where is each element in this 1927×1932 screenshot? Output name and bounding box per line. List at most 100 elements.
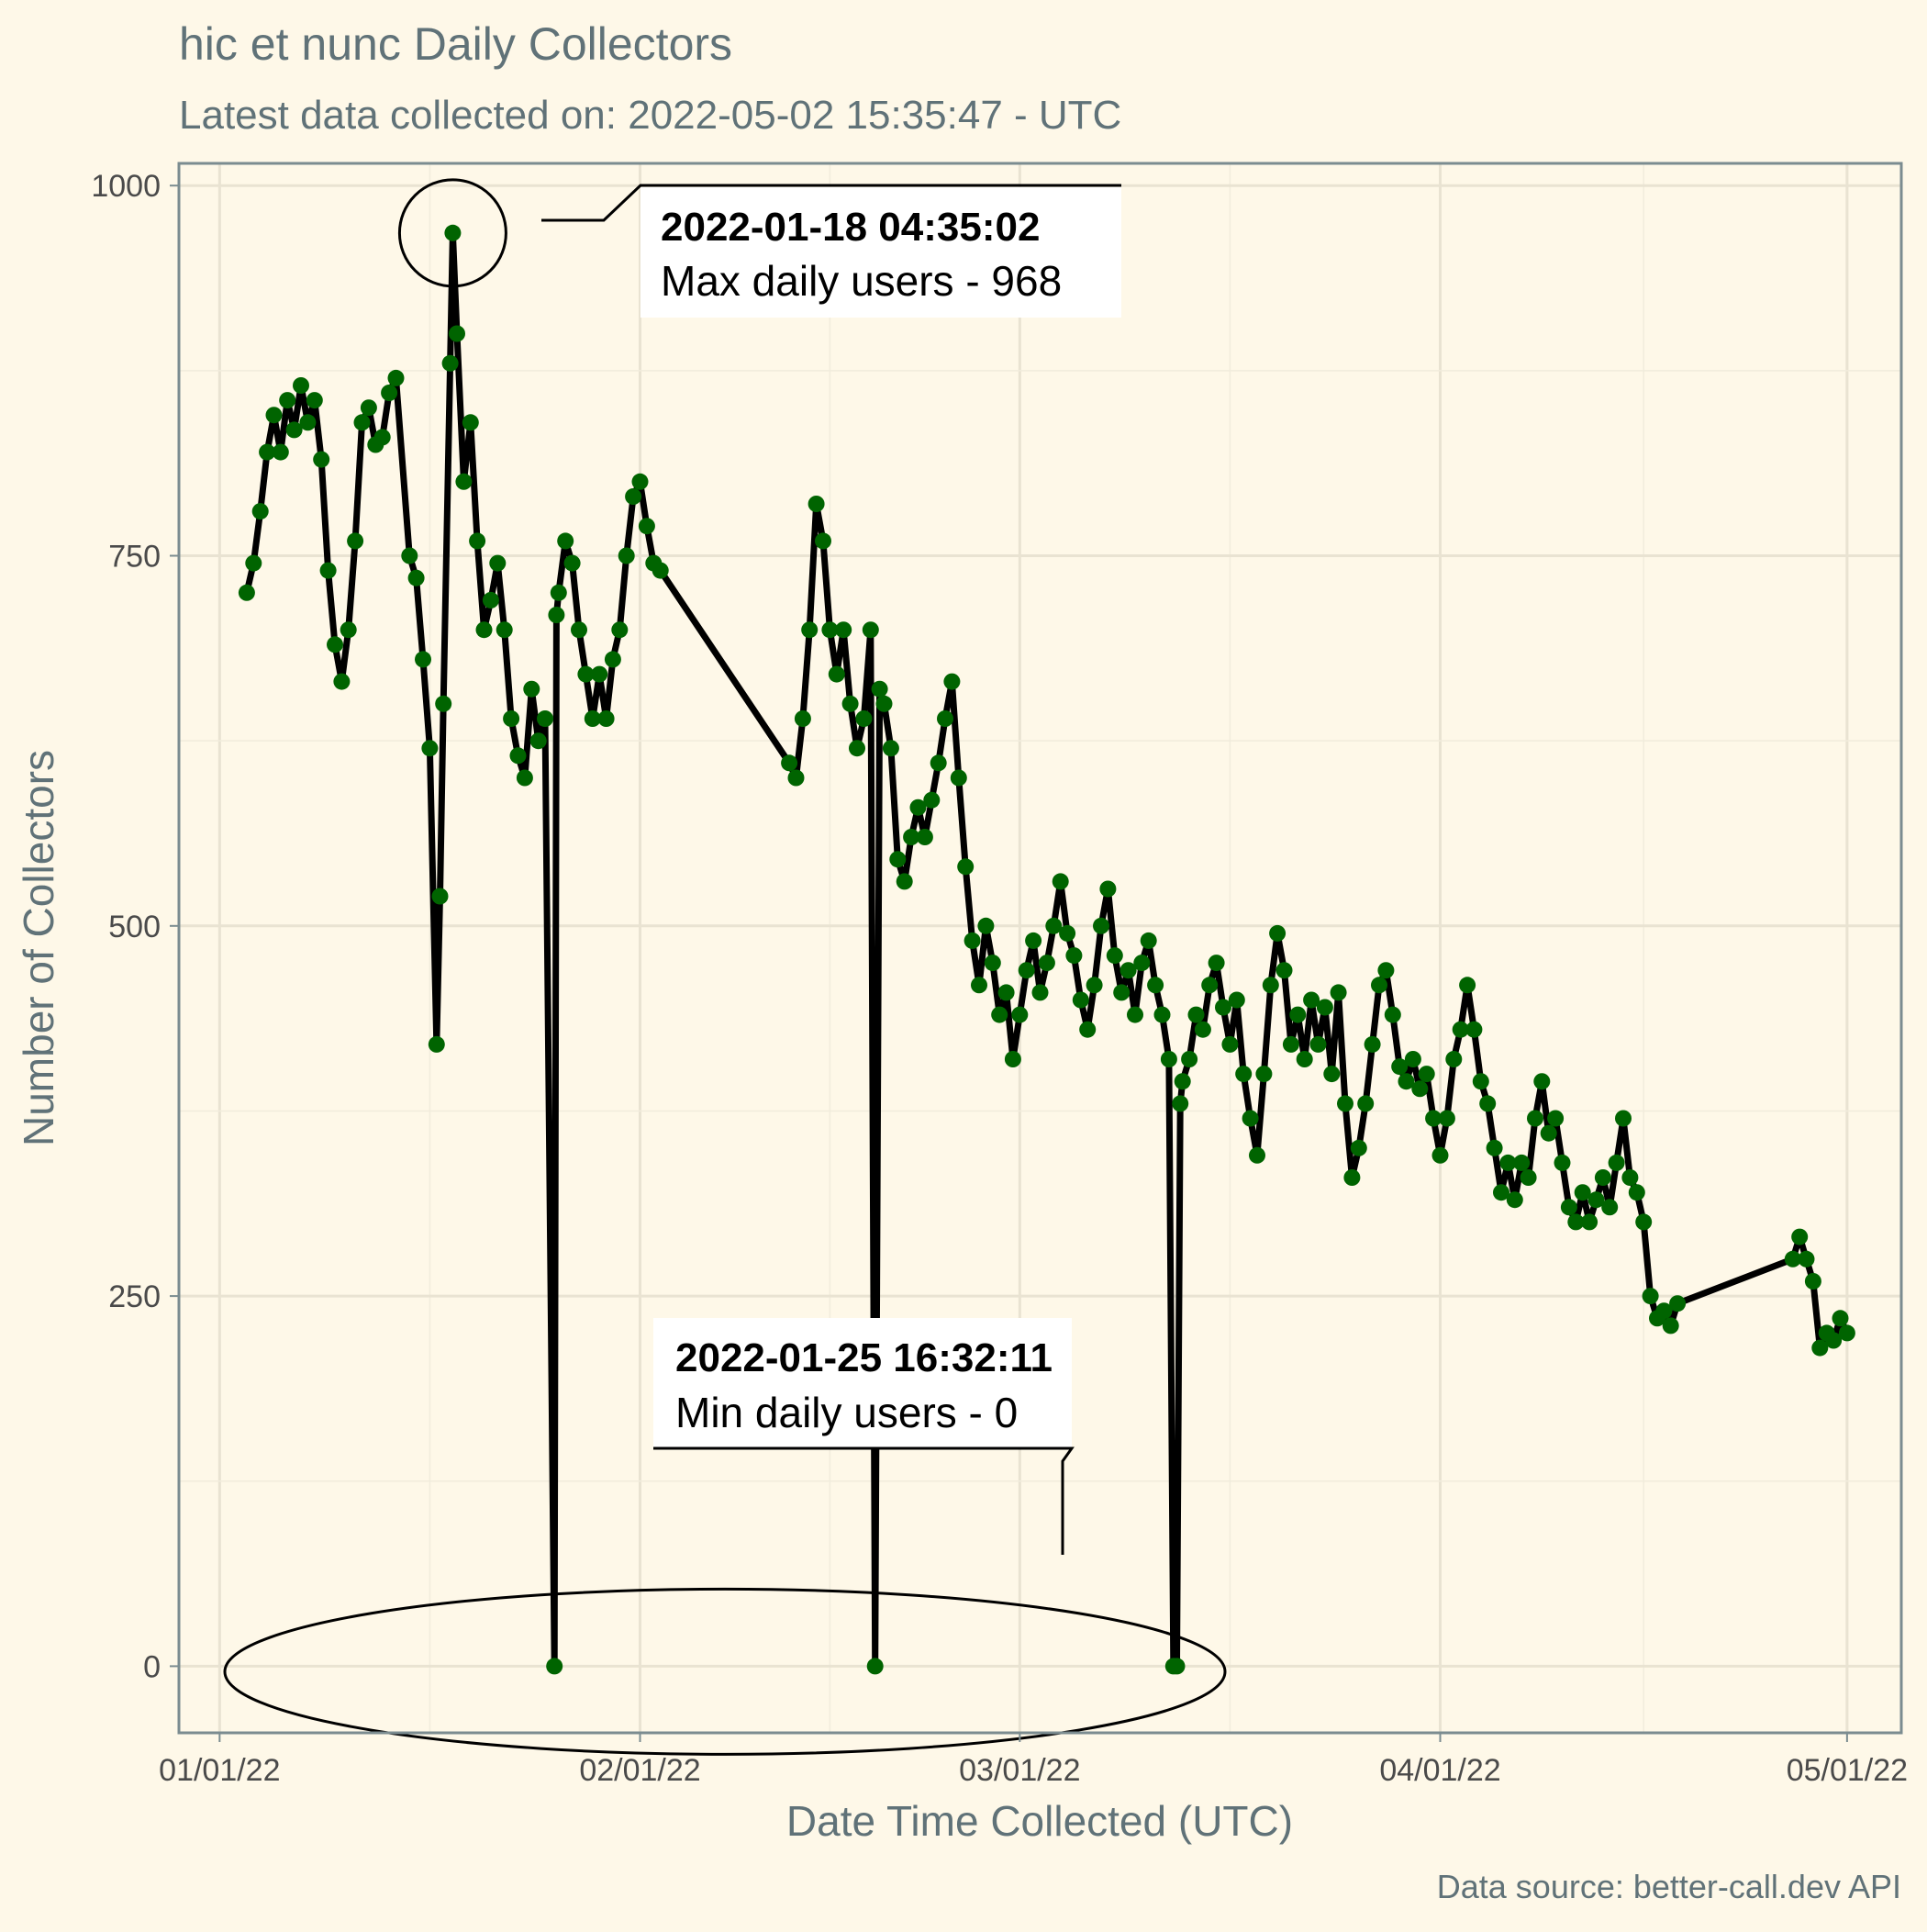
x-tick-label: 03/01/22 [959,1753,1080,1788]
data-point [1554,1154,1571,1171]
data-point [1398,1073,1415,1090]
data-point [1316,999,1333,1016]
data-point [1486,1139,1503,1156]
y-tick-label: 250 [108,1279,161,1314]
data-point [808,496,825,512]
data-point [1025,932,1042,949]
data-point [1804,1273,1821,1290]
data-point [909,798,927,816]
data-point [611,621,629,639]
data-point [563,554,581,572]
chart-caption: Data source: better-call.dev API [1437,1868,1901,1905]
data-point [431,888,449,905]
data-point [991,1006,1008,1023]
data-point [1187,1006,1205,1023]
data-point [984,955,1001,972]
y-tick-label: 750 [108,540,161,575]
data-point [1119,962,1137,979]
data-point [523,680,540,698]
data-point [319,562,337,579]
data-point [1635,1213,1653,1231]
data-point [1384,1006,1401,1023]
data-point [1642,1288,1659,1305]
data-point [1106,947,1123,965]
annotations: 2022-01-18 04:35:02 Max daily users - 968… [223,178,1227,1756]
data-point [421,740,439,757]
data-point [482,591,499,609]
data-point [313,451,330,468]
data-point [529,732,547,750]
data-point [1038,955,1055,972]
max-label-value: Max daily users - 968 [661,257,1062,305]
data-point [1391,1058,1409,1076]
max-label-box [640,187,1121,318]
data-point [1296,1051,1313,1067]
y-tick-label: 1000 [91,169,161,204]
data-point [462,414,479,431]
data-point [1127,1006,1143,1023]
data-point [923,791,941,809]
data-point [1215,999,1231,1016]
data-point [1133,955,1151,972]
data-point [340,621,357,639]
data-point [1784,1250,1801,1268]
data-point [299,414,317,431]
data-point [577,665,595,683]
data-point [347,532,364,550]
data-point [866,1658,884,1675]
data-point [428,1035,445,1053]
data-point [387,369,405,386]
data-point [1438,1110,1455,1127]
data-point [1811,1339,1829,1357]
data-point [1615,1110,1632,1127]
data-point [435,695,452,712]
series [238,224,1855,1675]
data-point [1303,991,1320,1009]
data-point [1147,977,1164,994]
data-point [279,392,296,409]
min-label-value: Min daily users - 0 [675,1389,1018,1436]
data-point [1093,917,1109,934]
data-point [1493,1184,1509,1201]
data-point [1255,1066,1273,1083]
data-point [1594,1169,1611,1186]
data-point [1140,932,1157,949]
data-point [333,673,351,690]
data-point [475,621,493,639]
data-point [1357,1095,1375,1112]
data-point [638,518,655,535]
data-point [1662,1317,1679,1335]
data-point [360,399,377,417]
data-point [441,354,459,372]
data-point [1350,1139,1367,1156]
max-label-date: 2022-01-18 04:35:02 [661,205,1040,250]
data-point [828,665,845,683]
data-point [1337,1095,1353,1112]
data-point [1791,1228,1809,1245]
x-tick-label: 01/01/22 [159,1753,280,1788]
data-point [1425,1110,1442,1127]
data-point [1540,1124,1557,1142]
data-point [584,710,601,727]
data-point [1472,1073,1489,1090]
data-point [1621,1169,1639,1186]
data-point [1371,977,1387,994]
data-point [597,710,615,727]
data-point [604,651,621,668]
data-point [415,651,431,668]
data-point [1404,1051,1421,1067]
y-tick-label: 0 [143,1649,161,1684]
max-callout-line [541,184,1121,222]
data-point [1520,1169,1537,1186]
data-point [1581,1213,1598,1231]
data-point [1052,873,1069,890]
data-point [265,407,283,424]
data-point [550,584,567,601]
data-point [1655,1302,1673,1320]
data-point [1669,1295,1687,1312]
data-point [557,532,574,550]
data-point [1601,1199,1619,1216]
data-point [353,414,371,431]
data-point [1411,1080,1429,1098]
